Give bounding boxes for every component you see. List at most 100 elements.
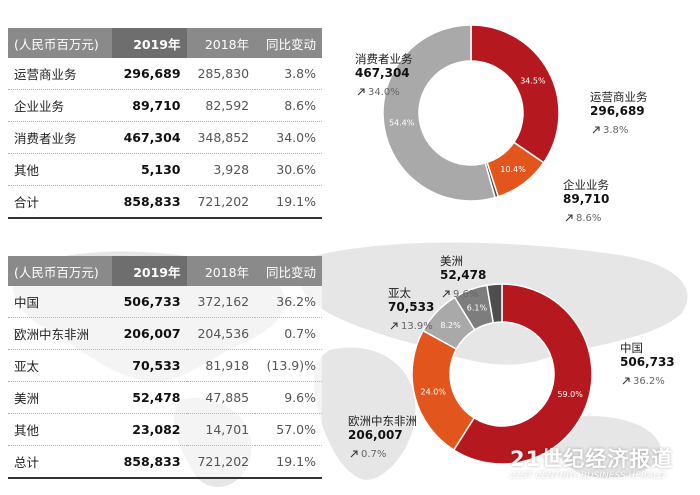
table-row-total: 合计 858,833 721,202 19.1%: [8, 185, 322, 219]
donut-slice: [382, 24, 497, 202]
map-shape-oceania: [553, 416, 661, 479]
header-unit: (人民币百万元): [8, 256, 113, 286]
value-2019: 506,733: [112, 286, 187, 318]
row-label: 合计: [8, 185, 113, 219]
table-row: 其他 5,130 3,928 30.6%: [8, 153, 322, 186]
slice-percent-label: 34.5%: [520, 76, 546, 85]
value-2018: 348,852: [186, 121, 256, 154]
slice-category-label: 亚太: [388, 286, 411, 300]
value-2018: 14,701: [186, 413, 256, 446]
value-yoy: 30.6%: [255, 153, 322, 186]
slice-category-label: 消费者业务: [355, 52, 413, 66]
value-yoy: 19.1%: [255, 445, 322, 479]
value-yoy: 0.7%: [255, 317, 322, 350]
slice-percent-label: 6.1%: [467, 304, 488, 313]
revenue-by-region-table: (人民币百万元) 2019年 2018年 同比变动 中国 506,733 372…: [8, 256, 322, 479]
value-2019: 206,007: [112, 317, 187, 350]
value-2019: 23,082: [112, 413, 187, 446]
watermark-logo: 21世纪经济报道 21ST CENTURY BUSINESS HERALD: [510, 443, 673, 481]
value-2019: 467,304: [112, 121, 187, 154]
header-yoy: 同比变动: [255, 256, 322, 286]
value-2018: 3,928: [186, 153, 256, 186]
donut-slice: [452, 283, 593, 465]
value-2018: 721,202: [186, 185, 256, 219]
value-2018: 204,536: [186, 317, 256, 350]
value-2019: 858,833: [112, 185, 187, 219]
table-row: 消费者业务 467,304 348,852 34.0%: [8, 121, 322, 154]
slice-category-label: 企业业务: [563, 178, 609, 192]
value-2019: 5,130: [112, 153, 187, 186]
slice-growth-label: 8.6%: [576, 213, 601, 224]
value-yoy: 34.0%: [255, 121, 322, 154]
slice-percent-label: 59.0%: [557, 390, 583, 399]
value-2018: 721,202: [186, 445, 256, 479]
header-yoy: 同比变动: [255, 28, 322, 58]
slice-percent-label: 10.4%: [500, 165, 526, 174]
slice-growth-label: 36.2%: [633, 376, 665, 387]
table-row: 美洲 52,478 47,885 9.6%: [8, 381, 322, 414]
slice-percent-label: 54.4%: [389, 119, 415, 128]
row-label: 总计: [8, 445, 113, 479]
table-header-row: (人民币百万元) 2019年 2018年 同比变动: [8, 28, 322, 58]
growth-arrow-icon: [390, 322, 398, 330]
table-row: 运营商业务 296,689 285,830 3.8%: [8, 58, 322, 90]
table-row: 中国 506,733 372,162 36.2%: [8, 286, 322, 318]
watermark-main-text: 21世纪经济报道: [510, 447, 674, 471]
row-label: 中国: [8, 286, 113, 318]
value-2018: 372,162: [186, 286, 256, 318]
donut-slice: [470, 24, 560, 164]
value-2018: 285,830: [186, 58, 256, 90]
value-yoy: 57.0%: [255, 413, 322, 446]
table-row: 企业业务 89,710 82,592 8.6%: [8, 89, 322, 122]
row-label: 亚太: [8, 349, 113, 382]
slice-value-label: 70,533: [388, 300, 434, 314]
value-yoy: 8.6%: [255, 89, 322, 122]
slice-category-label: 中国: [620, 341, 643, 355]
slice-value-label: 467,304: [355, 66, 410, 80]
value-2018: 81,918: [186, 349, 256, 382]
value-2019: 70,533: [112, 349, 187, 382]
donut-slice: [486, 283, 503, 324]
row-label: 美洲: [8, 381, 113, 414]
value-2018: 47,885: [186, 381, 256, 414]
header-2019: 2019年: [112, 28, 187, 58]
value-yoy: 19.1%: [255, 185, 322, 219]
map-shape-africa: [313, 347, 416, 480]
growth-arrow-icon: [442, 290, 450, 298]
slice-growth-label: 0.7%: [361, 449, 386, 460]
slice-value-label: 89,710: [563, 192, 609, 206]
slice-category-label: 美洲: [440, 254, 463, 268]
slice-percent-label: 24.0%: [421, 388, 447, 397]
slice-growth-label: 3.8%: [603, 125, 628, 136]
row-label: 企业业务: [8, 89, 113, 122]
value-2019: 296,689: [112, 58, 187, 90]
slice-value-label: 296,689: [590, 104, 645, 118]
value-2019: 858,833: [112, 445, 187, 479]
header-2018: 2018年: [186, 28, 256, 58]
table-row: 亚太 70,533 81,918 (13.9)%: [8, 349, 322, 382]
growth-arrow-icon: [565, 214, 573, 222]
row-label: 其他: [8, 153, 113, 186]
growth-arrow-icon: [350, 450, 358, 458]
table-row-total: 总计 858,833 721,202 19.1%: [8, 445, 322, 479]
slice-value-label: 52,478: [440, 268, 486, 282]
value-yoy: 36.2%: [255, 286, 322, 318]
slice-value-label: 506,733: [620, 355, 675, 369]
header-2019: 2019年: [112, 256, 187, 286]
growth-arrow-icon: [357, 88, 365, 96]
row-label: 消费者业务: [8, 121, 113, 154]
slice-value-label: 206,007: [348, 428, 403, 442]
row-label: 运营商业务: [8, 58, 113, 90]
slice-category-label: 运营商业务: [590, 90, 648, 104]
growth-arrow-icon: [592, 126, 600, 134]
slice-category-label: 欧洲中东非洲: [348, 414, 417, 428]
slice-growth-label: 13.9%: [401, 321, 433, 332]
header-2018: 2018年: [186, 256, 256, 286]
table-header-row: (人民币百万元) 2019年 2018年 同比变动: [8, 256, 322, 286]
value-2018: 82,592: [186, 89, 256, 122]
revenue-by-business-table: (人民币百万元) 2019年 2018年 同比变动 运营商业务 296,689 …: [8, 28, 322, 219]
value-yoy: 9.6%: [255, 381, 322, 414]
growth-arrow-icon: [622, 377, 630, 385]
row-label: 其他: [8, 413, 113, 446]
